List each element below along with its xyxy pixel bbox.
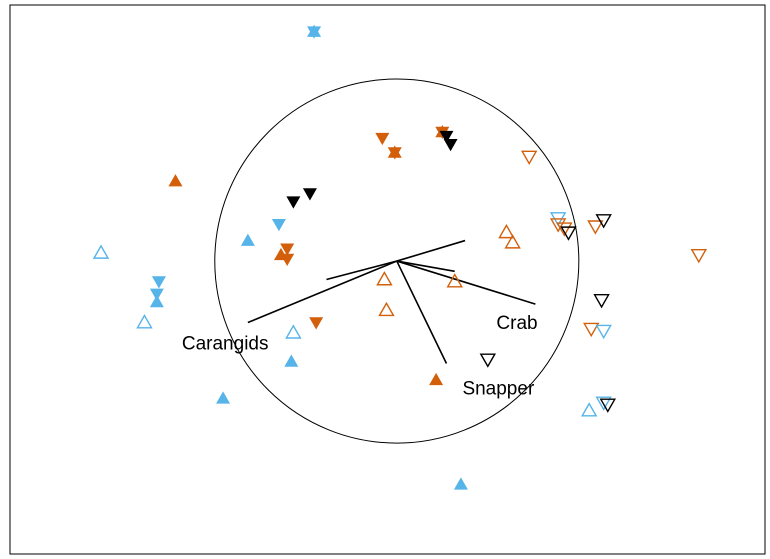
data-point (580, 402, 598, 417)
correlation-circle (214, 78, 580, 444)
data-point (378, 301, 395, 317)
data-point (151, 276, 166, 289)
data-point (595, 214, 612, 229)
plot-frame (9, 4, 766, 555)
data-point (387, 145, 402, 160)
vector-label: Carangids (182, 334, 269, 355)
data-point (216, 391, 231, 404)
data-point (593, 294, 610, 309)
data-point (504, 234, 521, 249)
data-point (560, 226, 577, 241)
sample-points (92, 24, 708, 490)
vector-line (396, 260, 536, 305)
data-point (587, 220, 604, 235)
data-point (284, 354, 299, 367)
data-point (92, 244, 110, 259)
data-point (556, 222, 573, 237)
data-point (302, 188, 317, 201)
data-point (549, 218, 567, 233)
data-point (149, 288, 164, 301)
data-point (690, 248, 708, 264)
data-point (439, 130, 454, 144)
data-point (309, 317, 324, 330)
data-point (446, 273, 463, 288)
vector-line (396, 239, 466, 262)
data-point (280, 243, 295, 256)
data-point (453, 477, 468, 490)
data-point (285, 324, 302, 339)
data-point (240, 233, 255, 246)
data-point (271, 218, 286, 232)
data-point (595, 324, 612, 340)
data-point (149, 295, 164, 308)
data-point (376, 271, 393, 286)
data-point (136, 314, 153, 329)
data-point (273, 247, 288, 261)
data-point (429, 372, 444, 386)
loading-vectors (247, 239, 536, 364)
vector-line (396, 260, 455, 273)
vector-label: Crab (496, 313, 537, 334)
data-point (479, 353, 497, 368)
data-point (307, 24, 322, 39)
data-point (168, 174, 183, 187)
data-point (498, 223, 515, 239)
data-point (599, 398, 617, 413)
data-point (286, 196, 301, 209)
vector-line (326, 260, 398, 281)
vector-line (247, 260, 398, 324)
data-point (375, 132, 390, 146)
vector-labels: Carangids Crab Snapper (182, 313, 538, 399)
vector-label: Snapper (462, 378, 535, 399)
data-point (520, 150, 538, 166)
data-point (583, 322, 600, 338)
data-point (443, 139, 458, 152)
data-point (595, 396, 612, 411)
vector-line (396, 260, 448, 364)
